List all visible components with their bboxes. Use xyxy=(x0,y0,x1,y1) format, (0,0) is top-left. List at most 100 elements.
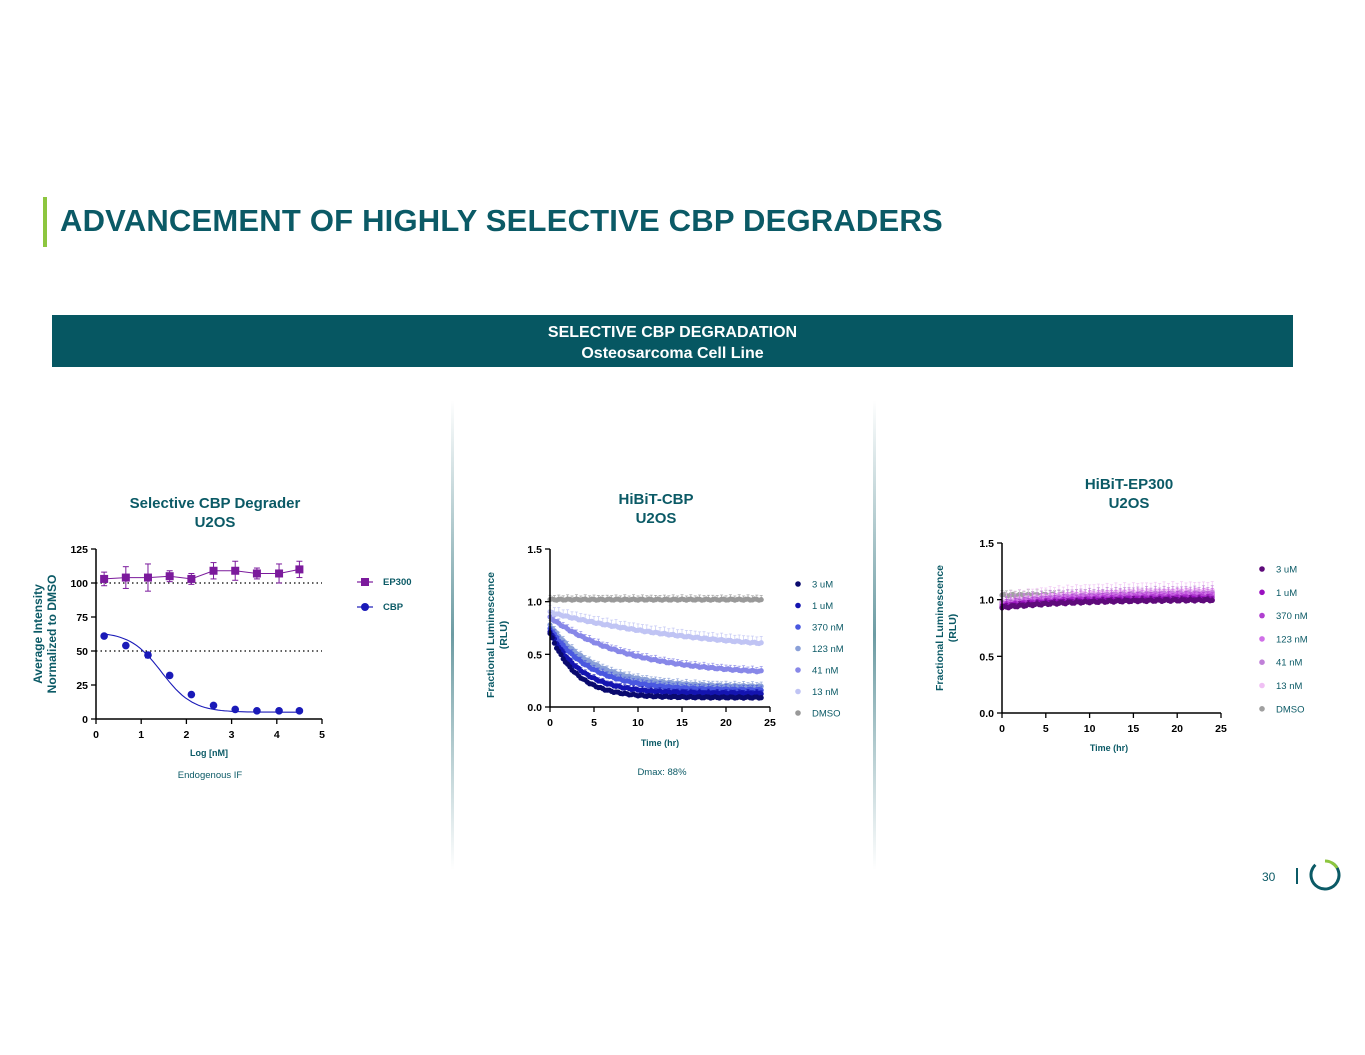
3-um-point xyxy=(1209,597,1215,604)
cbp-point xyxy=(144,651,152,659)
3-um-point xyxy=(549,635,555,641)
ep300-point xyxy=(275,569,284,578)
x-tick-label: 0 xyxy=(93,729,99,741)
y-axis-title-line2: (RLU) xyxy=(498,621,510,650)
x-tick-label: 20 xyxy=(1171,723,1183,735)
legend-label-1-um: 1 uM xyxy=(1276,588,1297,599)
cbp-fit-curve xyxy=(104,633,300,713)
ep300-point xyxy=(295,565,304,574)
banner-subtitle: Osteosarcoma Cell Line xyxy=(581,345,764,362)
3-um-point xyxy=(558,651,564,658)
x-tick-label: 10 xyxy=(632,717,644,729)
legend: 3 uM 1 uM 370 nM 123 nM 41 nM 13 nM DMSO xyxy=(1259,565,1308,715)
y-tick-label: 0.0 xyxy=(979,708,994,720)
legend-label-dmso: DMSO xyxy=(812,709,841,720)
y-axis-title-line1: Average Intensity xyxy=(31,584,45,684)
y-tick-label: 1.0 xyxy=(527,597,542,609)
x-tick-label: 15 xyxy=(1128,723,1140,735)
chart-note: Dmax: 88% xyxy=(637,767,687,778)
company-logo-icon xyxy=(1309,859,1341,891)
legend-label-370-nm: 370 nM xyxy=(1276,611,1308,622)
y-tick-label: 1.5 xyxy=(527,544,542,556)
chart-title-line2: U2OS xyxy=(1109,495,1150,512)
x-tick-label: 25 xyxy=(764,717,776,729)
x-tick-label: 3 xyxy=(229,729,235,741)
x-tick-label: 0 xyxy=(999,723,1005,735)
ep300-point xyxy=(209,566,218,575)
x-tick-label: 4 xyxy=(274,729,280,741)
panel-divider-2 xyxy=(873,400,876,870)
cbp-point xyxy=(165,671,174,680)
legend-label-dmso: DMSO xyxy=(1276,704,1305,715)
y-axis-title-line2: (RLU) xyxy=(947,614,959,643)
y-tick-label: 25 xyxy=(76,680,88,692)
cbp-point xyxy=(209,701,218,710)
legend-marker-123-nm xyxy=(1259,636,1265,642)
legend-label-cbp: CBP xyxy=(383,602,404,613)
cbp-point xyxy=(187,690,196,699)
ep300-point xyxy=(252,569,261,578)
y-tick-label: 0.5 xyxy=(527,649,542,661)
panel-divider-1 xyxy=(451,400,454,870)
cbp-point xyxy=(253,707,261,715)
legend-label-370-nm: 370 nM xyxy=(812,623,844,634)
chart-title-line2: U2OS xyxy=(195,514,236,531)
x-tick-label: 15 xyxy=(676,717,688,729)
legend: EP300 CBP xyxy=(357,577,412,613)
x-tick-label: 1 xyxy=(138,729,144,741)
legend-label-123-nm: 123 nM xyxy=(1276,634,1308,645)
y-tick-label: 0 xyxy=(82,714,88,726)
cbp-point xyxy=(231,705,240,714)
ep300-point xyxy=(143,573,152,582)
section-banner: SELECTIVE CBP DEGRADATION Osteosarcoma C… xyxy=(52,315,1293,367)
x-tick-label: 20 xyxy=(720,717,732,729)
x-axis-title: Time (hr) xyxy=(1090,743,1128,753)
legend-marker-1-um xyxy=(1259,589,1265,596)
legend-label-13-nm: 13 nM xyxy=(812,687,838,698)
legend-marker-370-nm xyxy=(795,624,801,630)
ep300-point xyxy=(100,574,109,583)
chart-title-line1: HiBiT-EP300 xyxy=(1085,476,1173,493)
x-tick-label: 5 xyxy=(591,717,597,729)
x-tick-label: 25 xyxy=(1215,723,1227,735)
x-tick-label: 10 xyxy=(1084,723,1096,735)
hibit-cbp-chart: HiBiT-CBP U2OS 0 5 10 15 20 25 0.0 0.5 1.0 1.5 Fr… xyxy=(485,491,844,778)
cbp-point xyxy=(275,707,283,715)
y-tick-label: 0.5 xyxy=(979,651,994,663)
banner-title: SELECTIVE CBP DEGRADATION xyxy=(547,324,798,341)
x-axis-title: Log [nM] xyxy=(190,748,228,758)
page-title: ADVANCEMENT OF HIGHLY SELECTIVE CBP DEGR… xyxy=(60,203,943,238)
legend-label-13-nm: 13 nM xyxy=(1276,681,1302,692)
13-nm-point xyxy=(758,640,764,646)
title-accent-bar xyxy=(43,197,47,247)
cbp-point xyxy=(100,632,108,640)
y-tick-label: 1.5 xyxy=(979,538,994,550)
legend-label-1-um: 1 uM xyxy=(812,601,833,612)
legend-marker-dmso xyxy=(1259,706,1265,712)
legend-marker-370-nm xyxy=(1259,612,1265,619)
y-tick-label: 75 xyxy=(76,612,88,624)
y-axis-title-line1: Fractional Luminescence xyxy=(485,572,497,698)
legend-marker-cbp xyxy=(361,603,369,611)
y-axis-title-line1: Fractional Luminescence xyxy=(934,565,946,691)
legend-marker-3-um xyxy=(795,581,801,587)
3-um-point xyxy=(551,640,557,646)
chart-panel-hibit-ep300: HiBiT-EP300 U2OS 0 5 10 15 20 25 0.0 0.5 1.0 1.5 … xyxy=(920,420,1340,800)
ep300-point xyxy=(231,566,240,575)
y-tick-label: 1.0 xyxy=(979,595,994,607)
y-tick-label: 50 xyxy=(76,646,88,658)
dose-response-chart: Selective CBP Degrader U2OS 0 1 2 3 4 5025507… xyxy=(31,495,412,781)
x-axis-title: Time (hr) xyxy=(641,738,679,748)
ep300-point xyxy=(121,573,130,582)
ep300-point xyxy=(187,574,196,583)
legend-marker-3-um xyxy=(1259,566,1265,572)
legend: 3 uM 1 uM 370 nM 123 nM 41 nM 13 nM DMSO xyxy=(795,580,844,720)
x-tick-label: 5 xyxy=(1043,723,1049,735)
legend-marker-1-um xyxy=(795,602,801,609)
x-tick-label: 0 xyxy=(547,717,553,729)
dmso-point xyxy=(758,597,764,603)
legend-label-123-nm: 123 nM xyxy=(812,644,844,655)
legend-marker-123-nm xyxy=(795,645,801,652)
x-tick-label: 2 xyxy=(183,729,189,741)
chart-title-line2: U2OS xyxy=(636,510,677,527)
